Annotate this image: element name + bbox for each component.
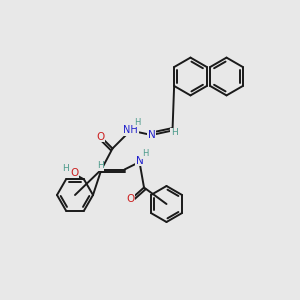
Text: O: O (126, 194, 135, 205)
Text: H: H (171, 128, 177, 137)
Text: N: N (148, 130, 155, 140)
Text: NH: NH (123, 125, 138, 135)
Text: O: O (70, 167, 78, 178)
Text: H: H (142, 149, 148, 158)
Text: H: H (134, 118, 140, 127)
Text: H: H (62, 164, 68, 173)
Text: N: N (136, 155, 143, 166)
Text: H: H (97, 161, 104, 170)
Text: O: O (96, 131, 105, 142)
